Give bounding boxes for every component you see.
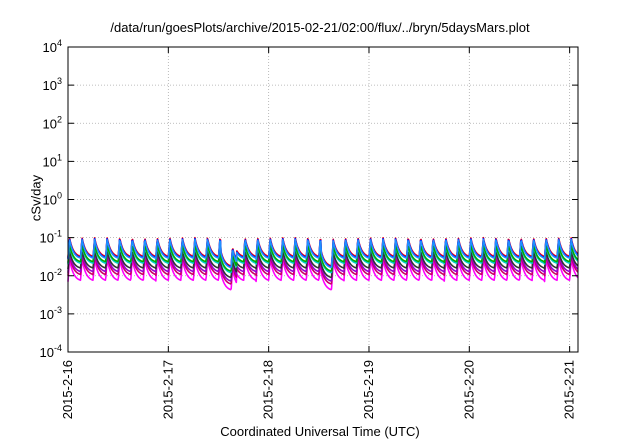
series-line-0 xyxy=(67,257,579,291)
x-axis-label: Coordinated Universal Time (UTC) xyxy=(220,424,420,439)
y-tick-label: 104 xyxy=(43,38,62,55)
y-tick-label: 102 xyxy=(43,114,62,131)
tick-layer: 10-4 10-3 10-2 10-1 100 101 102 103 104 2015-2-16… xyxy=(40,38,578,419)
x-tick-label: 2015-2-18 xyxy=(261,360,276,419)
series-line-2 xyxy=(67,252,579,282)
y-tick-label: 10-3 xyxy=(40,305,62,322)
x-tick-label: 2015-2-19 xyxy=(361,360,376,419)
y-tick-label: 100 xyxy=(43,191,62,208)
grid-layer xyxy=(68,47,578,352)
series-line-3 xyxy=(67,250,579,279)
y-tick-label: 103 xyxy=(43,76,62,93)
y-tick-label: 101 xyxy=(43,152,62,169)
series-layer xyxy=(67,236,579,291)
series-line-1 xyxy=(67,254,579,285)
x-tick-label: 2015-2-21 xyxy=(562,360,577,419)
series-line-5 xyxy=(67,244,579,272)
y-tick-label: 10-2 xyxy=(40,267,62,284)
chart-title: /data/run/goesPlots/archive/2015-02-21/0… xyxy=(110,20,530,35)
x-tick-label: 2015-2-20 xyxy=(461,360,476,419)
y-tick-label: 10-4 xyxy=(40,343,62,360)
x-tick-label: 2015-2-17 xyxy=(160,360,175,419)
x-tick-label: 2015-2-16 xyxy=(60,360,75,419)
series-line-8 xyxy=(67,238,579,269)
y-tick-label: 10-1 xyxy=(40,229,62,246)
